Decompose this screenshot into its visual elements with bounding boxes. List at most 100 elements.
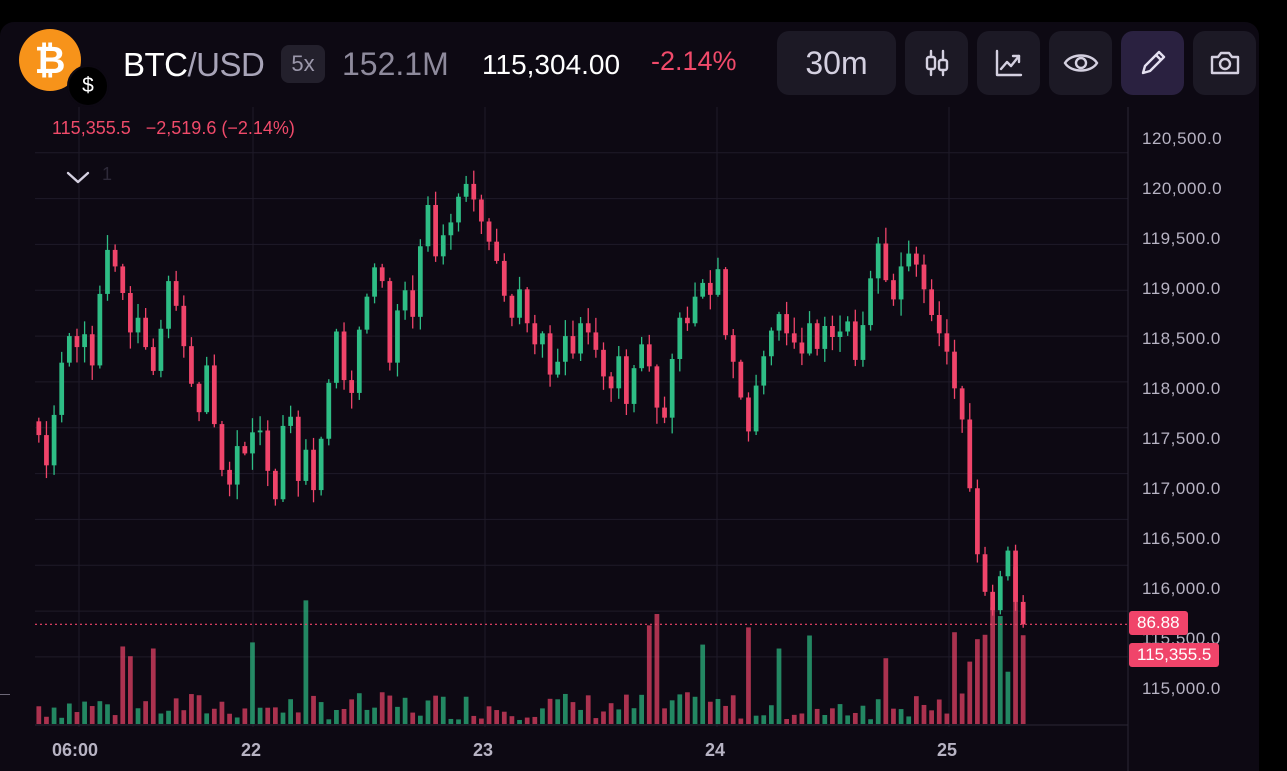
volume-bar: [433, 695, 438, 724]
volume-bar: [891, 708, 896, 724]
y-axis-label: 120,500.0: [1142, 129, 1223, 148]
candle-body: [593, 332, 599, 350]
candle-body: [273, 470, 278, 500]
volume-bar: [494, 710, 500, 724]
volume-bar: [158, 713, 164, 724]
timeframe-button[interactable]: 30m: [777, 31, 896, 95]
volume-bar: [1013, 566, 1018, 724]
candle-body: [776, 314, 782, 331]
eye-icon: [1063, 54, 1098, 72]
drawing-tools-button[interactable]: [1121, 31, 1184, 95]
volume-bar: [295, 712, 301, 724]
candle-body: [921, 264, 927, 290]
candle-body: [417, 246, 423, 317]
candle-body: [906, 253, 912, 267]
candle-body: [448, 222, 454, 236]
volume-bar: [830, 708, 835, 724]
candle-body: [997, 576, 1003, 611]
candle-body: [219, 424, 225, 470]
volume-bar: [509, 716, 515, 724]
volume-bar: [860, 705, 866, 724]
volume-bar: [921, 704, 927, 724]
visibility-button[interactable]: [1049, 31, 1112, 95]
candle-body: [143, 317, 149, 348]
volume-bar: [486, 706, 492, 724]
candle-body: [311, 449, 316, 491]
candle-body: [509, 295, 515, 318]
price-chart[interactable]: [0, 22, 1259, 771]
volume-bar: [738, 718, 744, 724]
candle-body: [715, 269, 721, 295]
chart-panel: ₿ $ BTC/USD 5x 152.1M 115,304.00 -2.14% …: [0, 22, 1259, 771]
candle-body: [196, 383, 202, 413]
volume-bar: [82, 701, 87, 724]
volume-bar: [845, 715, 851, 724]
indicator-count: 1: [102, 164, 113, 184]
volume-bar: [822, 715, 828, 724]
volume-bar: [898, 709, 904, 724]
candle-body: [990, 591, 996, 611]
candle-body: [578, 323, 583, 354]
candle-body: [51, 414, 57, 466]
candle-body: [738, 361, 744, 398]
volume-bar: [410, 712, 416, 724]
volume-bar: [44, 716, 49, 724]
candle-body: [753, 385, 759, 432]
volume-bar: [242, 708, 248, 724]
candle-body: [74, 336, 80, 348]
trading-pair[interactable]: BTC/USD: [123, 46, 265, 84]
volume-bar: [128, 656, 133, 724]
candle-body: [913, 253, 919, 265]
indicators-button[interactable]: [977, 31, 1040, 95]
volume-bar: [769, 705, 774, 724]
candle-body: [479, 199, 484, 222]
candle-body: [639, 344, 645, 369]
volume-bar: [479, 718, 484, 724]
candle-body: [395, 310, 400, 363]
y-axis-label: 120,000.0: [1142, 179, 1223, 198]
volume-bar: [883, 658, 889, 724]
candle-body: [761, 356, 767, 386]
candle-body: [334, 331, 339, 383]
candle-body: [746, 397, 751, 432]
volume-bar: [654, 614, 660, 724]
screenshot-button[interactable]: [1193, 31, 1256, 95]
candle-body: [868, 278, 873, 326]
candle-body: [830, 326, 835, 337]
volume-bar: [601, 711, 606, 724]
volume-bar: [982, 634, 988, 724]
volume-bar: [97, 701, 103, 724]
volume-bar: [189, 694, 194, 724]
candle-body: [463, 183, 469, 197]
volume-bar: [402, 697, 408, 724]
volume-bar: [120, 646, 126, 724]
candle-body: [227, 469, 232, 485]
candle-body: [494, 241, 500, 261]
candle-body: [608, 376, 614, 389]
edge-tick: [0, 694, 10, 695]
candle-body: [852, 321, 858, 360]
volume-bar: [677, 694, 683, 724]
legend-toggle[interactable]: [64, 166, 92, 190]
candle-body: [280, 425, 286, 500]
candle-body: [692, 296, 698, 324]
volume-bar: [143, 701, 149, 724]
volume-bar: [723, 705, 728, 724]
legend-change: −2,519.6 (−2.14%): [145, 118, 295, 138]
candle-body: [631, 368, 637, 404]
candle-body: [341, 331, 347, 381]
chart-type-button[interactable]: [905, 31, 968, 95]
volume-bar: [852, 712, 858, 724]
candle-body: [662, 407, 667, 418]
price-change-percent: -2.14%: [651, 46, 737, 76]
candle-body: [250, 432, 255, 454]
volume-bar: [303, 600, 309, 724]
candle-body: [36, 421, 42, 436]
volume-bar: [166, 710, 171, 724]
candle-body: [173, 281, 179, 306]
candle-body: [387, 281, 393, 363]
candle-body: [456, 196, 461, 223]
candle-body: [1005, 550, 1011, 577]
volume-bar: [952, 632, 957, 724]
volume-bar: [66, 703, 72, 724]
